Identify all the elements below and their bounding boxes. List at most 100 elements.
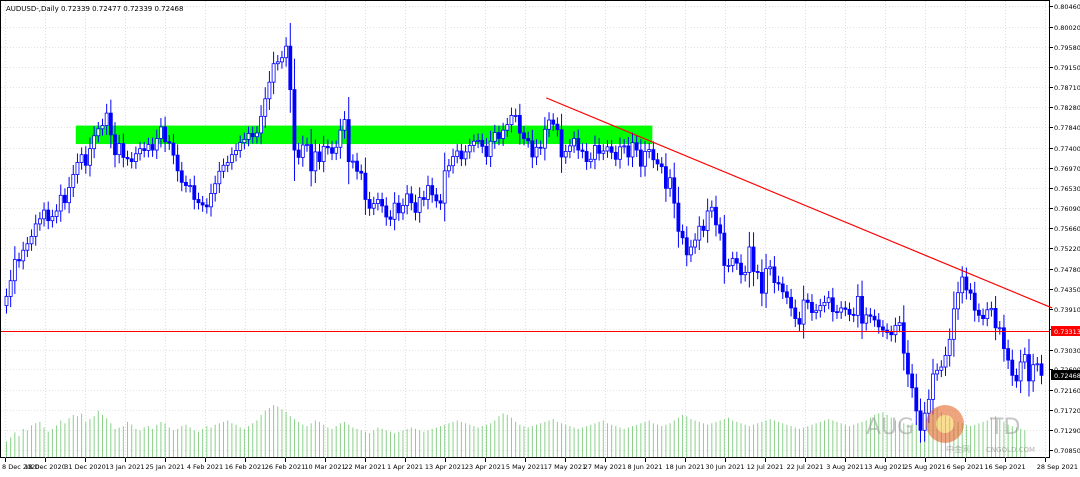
price-bar-body <box>317 151 322 162</box>
grid <box>1 1 1049 458</box>
trendline <box>545 97 1053 309</box>
price-bar-body <box>309 144 314 172</box>
price-bar-body <box>179 170 184 183</box>
price-bar-body <box>935 369 940 375</box>
price-bar-body <box>534 146 539 158</box>
price-bar-body <box>200 202 205 206</box>
date-tick-label: 13 Aug 2021 <box>864 463 906 471</box>
price-bar-body <box>67 187 72 204</box>
price-bar-body <box>259 115 263 134</box>
price-bar-body <box>910 373 915 389</box>
price-bar-body <box>58 194 63 212</box>
price-bar-body <box>342 119 347 131</box>
price-bar-body <box>726 265 731 267</box>
price-bar-body <box>647 149 652 152</box>
price-tick-label: 0.76530 <box>1054 185 1080 193</box>
price-bar-body <box>801 299 806 325</box>
price-bar-body <box>1022 354 1027 363</box>
price-bar-body <box>1031 364 1036 382</box>
price-bar-body <box>263 98 268 117</box>
price-bar-body <box>839 307 844 313</box>
date-tick-label: 31 Dec 2020 <box>64 463 106 471</box>
price-tick-label: 0.76970 <box>1054 165 1080 173</box>
price-bar-body <box>876 319 881 328</box>
date-tick-label: 23 Apr 2021 <box>465 463 505 471</box>
date-tick-label: 18 Jun 2021 <box>665 463 704 471</box>
price-bar-body <box>234 150 238 156</box>
price-bar-body <box>405 193 410 206</box>
price-bar-body <box>584 151 589 162</box>
price-bar-body <box>376 199 380 205</box>
price-bar-body <box>171 142 176 156</box>
price-bar-body <box>121 143 126 158</box>
price-bar-body <box>371 203 376 209</box>
price-bar-body <box>380 199 385 207</box>
price-bar-body <box>609 146 614 153</box>
date-tick-label: 25 Jan 2021 <box>146 463 185 471</box>
price-bar-body <box>805 299 810 303</box>
price-bar-body <box>672 177 677 204</box>
price-tick-label: 0.79150 <box>1054 64 1080 72</box>
price-bar-body <box>459 150 464 160</box>
price-bar-body <box>83 154 88 166</box>
price-bar-body <box>63 194 67 204</box>
price-bar-body <box>872 315 877 321</box>
price-bar-body <box>559 129 564 158</box>
price-bar-body <box>776 282 781 285</box>
price-bar-body <box>271 63 276 83</box>
price-bar-body <box>588 158 593 162</box>
price-bar-body <box>184 181 188 187</box>
price-bar-body <box>547 119 551 130</box>
price-bar-body <box>663 166 668 189</box>
price-bar-body <box>755 271 760 273</box>
price-bar-body <box>605 146 610 152</box>
price-tick-label: 0.78710 <box>1054 84 1080 92</box>
date-tick-label: 18 Dec 2020 <box>24 463 66 471</box>
price-bar-body <box>709 206 714 212</box>
price-bar-body <box>530 140 535 158</box>
price-bar-body <box>509 115 514 126</box>
price-bar-body <box>321 145 326 162</box>
price-bar-body <box>100 125 105 130</box>
price-tick-label: 0.78280 <box>1054 104 1080 112</box>
price-bar-body <box>388 216 393 220</box>
watermark-left-text: AUG <box>866 415 914 440</box>
current-price-tag <box>1051 370 1080 380</box>
price-bar-body <box>8 280 13 297</box>
price-bar-body <box>1014 374 1019 382</box>
price-bar-body <box>79 154 84 163</box>
price-bar-body <box>697 225 702 241</box>
price-bar-body <box>125 157 130 160</box>
price-bars <box>4 22 1044 443</box>
price-bar-body <box>401 205 405 214</box>
date-tick-label: 6 Sep 2021 <box>946 463 983 471</box>
price-bar-body <box>622 145 627 148</box>
price-bar-body <box>113 134 117 156</box>
price-bar-body <box>451 156 455 167</box>
price-bar-body <box>221 164 226 172</box>
date-tick-label: 3 Aug 2021 <box>826 463 864 471</box>
price-bar-body <box>613 151 618 160</box>
date-tick-label: 22 Mar 2021 <box>344 463 385 471</box>
price-bar-body <box>638 149 643 167</box>
price-bar-body <box>175 154 180 172</box>
price-bar-body <box>785 291 789 298</box>
date-tick-label: 13 Jan 2021 <box>106 463 145 471</box>
watermark-logo-core-icon <box>936 415 954 433</box>
price-bar-body <box>630 142 635 158</box>
price-bar-body <box>968 289 973 294</box>
date-tick-label: 8 Jun 2021 <box>628 463 663 471</box>
price-bar-body <box>693 239 698 248</box>
price-tick-label: 0.75660 <box>1054 225 1080 233</box>
price-bar-body <box>325 145 330 149</box>
price-bar-body <box>246 133 251 140</box>
price-bar-body <box>463 151 468 160</box>
price-tick-label: 0.76090 <box>1054 205 1080 213</box>
price-bar-body <box>572 138 576 147</box>
price-bar-body <box>939 366 944 371</box>
price-bar-body <box>204 204 209 208</box>
price-bar-body <box>1039 363 1044 376</box>
price-bar-body <box>830 297 835 313</box>
